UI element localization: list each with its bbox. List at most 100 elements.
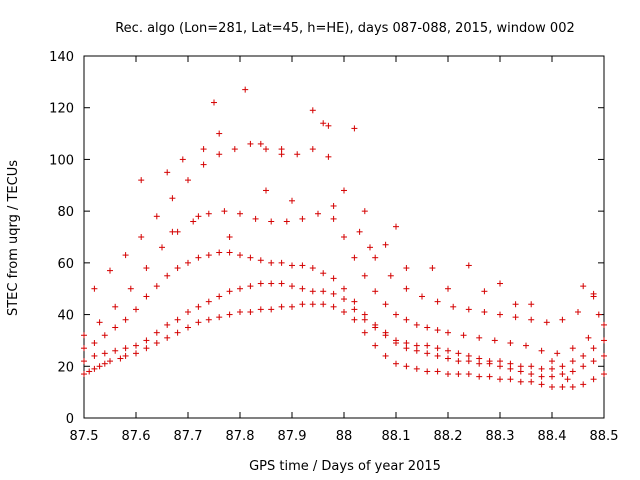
y-tick-label: 20 <box>57 360 74 375</box>
data-point <box>361 272 368 279</box>
data-point <box>117 355 124 362</box>
data-point <box>549 373 555 380</box>
data-point <box>237 210 243 217</box>
data-point <box>434 352 441 359</box>
x-tick-label: 87.7 <box>174 429 203 444</box>
data-point <box>351 254 358 261</box>
data-point <box>538 381 545 388</box>
data-point <box>174 228 181 235</box>
data-point <box>330 303 337 310</box>
data-point <box>382 329 389 336</box>
data-point <box>309 301 316 308</box>
data-point <box>101 360 108 367</box>
data-point <box>122 352 129 359</box>
x-tick-label: 87.6 <box>122 429 151 444</box>
data-point <box>403 345 410 352</box>
data-point <box>205 210 212 217</box>
data-point <box>263 187 269 194</box>
data-point <box>341 308 347 315</box>
data-point <box>278 259 285 266</box>
data-point <box>569 358 576 365</box>
data-point <box>299 262 306 269</box>
data-point <box>413 321 420 328</box>
data-point <box>330 215 337 222</box>
data-point <box>185 308 191 315</box>
data-point <box>372 254 379 261</box>
data-point <box>434 345 441 352</box>
data-point <box>164 321 171 328</box>
data-point <box>289 303 295 310</box>
x-tick-label: 88 <box>336 429 353 444</box>
data-point <box>278 146 285 153</box>
data-point <box>325 153 332 160</box>
data-point <box>465 352 472 359</box>
data-point <box>179 156 186 163</box>
data-point <box>497 358 503 365</box>
data-point <box>289 197 295 204</box>
data-point <box>559 363 566 370</box>
data-point <box>507 376 514 383</box>
data-point <box>122 345 129 352</box>
data-point <box>211 99 217 106</box>
data-point <box>309 265 316 272</box>
data-point <box>96 363 103 370</box>
data-point <box>476 373 483 380</box>
data-point <box>491 337 498 344</box>
data-point <box>538 365 545 372</box>
data-point <box>497 363 503 370</box>
chart-title: Rec. algo (Lon=281, Lat=45, h=HE), days … <box>115 21 575 36</box>
data-point <box>497 311 503 318</box>
data-point <box>226 249 233 256</box>
x-axis-label: GPS time / Days of year 2015 <box>249 459 441 474</box>
data-point <box>507 340 514 347</box>
data-point <box>289 262 295 269</box>
data-point <box>445 285 451 292</box>
data-point <box>81 371 87 378</box>
data-point <box>226 234 233 240</box>
data-point <box>138 177 145 184</box>
data-point <box>278 303 285 310</box>
data-point <box>393 311 399 318</box>
data-point <box>424 350 431 357</box>
data-point <box>153 340 160 347</box>
data-point <box>283 218 290 225</box>
data-point <box>434 368 441 375</box>
data-point <box>112 347 119 354</box>
data-point <box>226 311 233 318</box>
data-point <box>413 347 420 354</box>
data-point <box>424 368 431 375</box>
data-point <box>419 293 425 300</box>
data-point <box>231 146 238 153</box>
data-point <box>200 146 207 153</box>
data-point <box>309 107 316 114</box>
data-point <box>361 208 368 215</box>
data-point <box>127 285 134 292</box>
data-point <box>559 383 566 390</box>
data-point <box>361 316 368 323</box>
data-point <box>122 252 129 259</box>
data-point <box>268 218 275 225</box>
y-tick-label: 80 <box>57 205 74 220</box>
data-point <box>216 249 223 256</box>
y-tick-label: 140 <box>49 50 74 65</box>
data-point <box>512 301 519 308</box>
data-point <box>528 371 535 378</box>
x-tick-label: 87.9 <box>278 429 307 444</box>
data-point <box>455 350 462 357</box>
data-point <box>601 337 607 344</box>
data-point <box>367 244 373 251</box>
data-point <box>174 265 181 272</box>
y-tick-label: 60 <box>57 257 74 272</box>
data-point <box>81 332 87 339</box>
data-point <box>580 381 587 388</box>
data-point <box>445 371 451 378</box>
data-points <box>81 86 607 390</box>
data-point <box>424 342 431 349</box>
data-point <box>216 293 223 300</box>
data-point <box>351 125 358 132</box>
data-point <box>247 308 254 315</box>
data-point <box>580 363 587 370</box>
data-point <box>278 280 285 287</box>
data-point <box>512 314 519 321</box>
